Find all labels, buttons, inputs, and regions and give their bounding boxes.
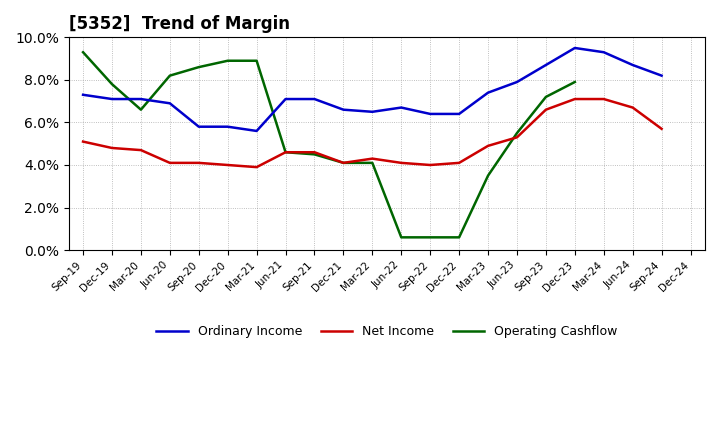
Operating Cashflow [108,81,117,87]
Operating Cashflow [455,235,464,240]
Ordinary Income [570,45,579,51]
Net Income [194,160,203,165]
Net Income [137,147,145,153]
Ordinary Income [600,50,608,55]
Net Income [339,160,348,165]
Ordinary Income [223,124,232,129]
Net Income [513,135,521,140]
Operating Cashflow [339,160,348,165]
Net Income [310,150,319,155]
Net Income [455,160,464,165]
Ordinary Income [657,73,666,78]
Ordinary Income [137,96,145,102]
Operating Cashflow [541,94,550,99]
Net Income [426,162,434,168]
Ordinary Income [368,109,377,114]
Net Income [397,160,405,165]
Ordinary Income [78,92,87,97]
Net Income [223,162,232,168]
Line: Operating Cashflow: Operating Cashflow [83,52,575,237]
Legend: Ordinary Income, Net Income, Operating Cashflow: Ordinary Income, Net Income, Operating C… [151,320,622,343]
Net Income [166,160,174,165]
Ordinary Income [310,96,319,102]
Operating Cashflow [368,160,377,165]
Operating Cashflow [137,107,145,112]
Operating Cashflow [282,150,290,155]
Net Income [600,96,608,102]
Net Income [570,96,579,102]
Net Income [368,156,377,161]
Net Income [657,126,666,132]
Ordinary Income [629,62,637,68]
Operating Cashflow [310,152,319,157]
Net Income [484,143,492,148]
Operating Cashflow [223,58,232,63]
Text: [5352]  Trend of Margin: [5352] Trend of Margin [68,15,289,33]
Operating Cashflow [513,130,521,136]
Line: Net Income: Net Income [83,99,662,167]
Ordinary Income [282,96,290,102]
Ordinary Income [339,107,348,112]
Operating Cashflow [194,65,203,70]
Ordinary Income [513,79,521,84]
Ordinary Income [194,124,203,129]
Operating Cashflow [166,73,174,78]
Operating Cashflow [570,79,579,84]
Net Income [629,105,637,110]
Ordinary Income [541,62,550,68]
Net Income [78,139,87,144]
Operating Cashflow [252,58,261,63]
Operating Cashflow [426,235,434,240]
Ordinary Income [426,111,434,117]
Ordinary Income [108,96,117,102]
Net Income [541,107,550,112]
Net Income [108,145,117,150]
Ordinary Income [252,128,261,134]
Operating Cashflow [397,235,405,240]
Operating Cashflow [484,173,492,178]
Operating Cashflow [78,50,87,55]
Line: Ordinary Income: Ordinary Income [83,48,662,131]
Ordinary Income [455,111,464,117]
Ordinary Income [166,101,174,106]
Ordinary Income [484,90,492,95]
Net Income [252,165,261,170]
Ordinary Income [397,105,405,110]
Net Income [282,150,290,155]
